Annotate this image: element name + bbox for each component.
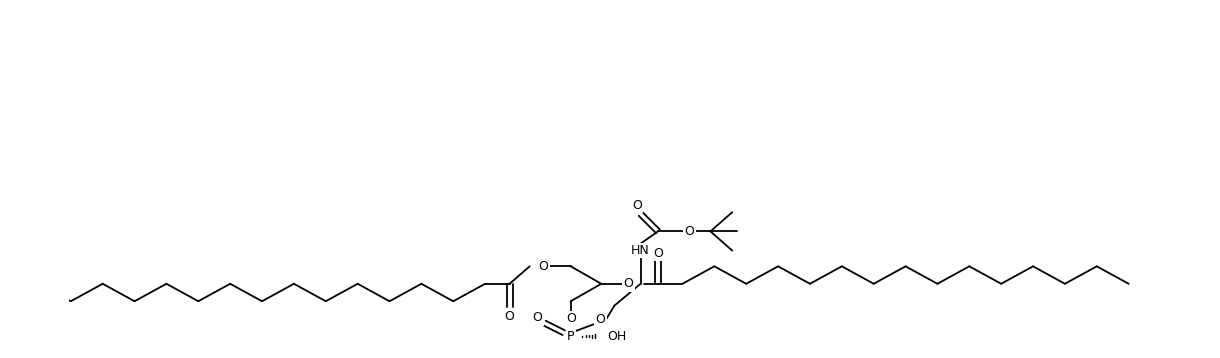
Text: O: O xyxy=(566,312,576,325)
Text: O: O xyxy=(595,313,605,326)
Text: O: O xyxy=(539,260,549,273)
Text: OH: OH xyxy=(608,330,627,343)
Text: O: O xyxy=(623,277,633,290)
Text: O: O xyxy=(632,199,642,212)
Text: HN: HN xyxy=(631,244,650,257)
Text: O: O xyxy=(533,311,543,324)
Text: O: O xyxy=(684,225,694,238)
Text: P: P xyxy=(567,330,575,343)
Text: O: O xyxy=(653,247,662,260)
Text: O: O xyxy=(505,310,515,323)
